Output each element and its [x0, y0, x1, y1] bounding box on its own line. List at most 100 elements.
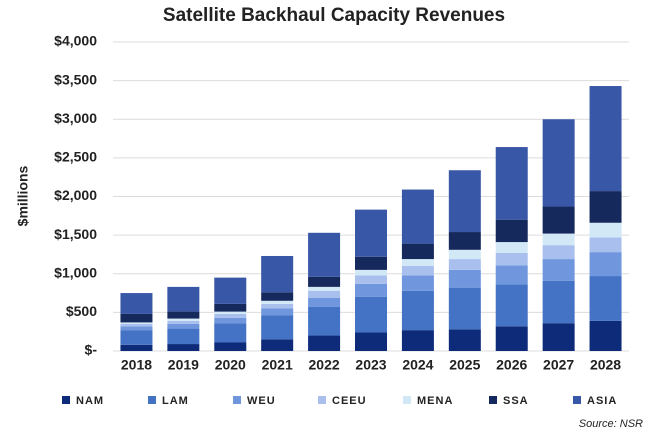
- legend-swatch: [148, 396, 156, 404]
- bar-segment: [214, 317, 247, 324]
- y-tick-label: $4,000: [54, 33, 97, 49]
- bar-segment: [167, 286, 200, 312]
- bar-segment: [308, 286, 341, 291]
- bar-segment: [495, 265, 528, 285]
- legend-swatch: [318, 396, 326, 404]
- bar-segment: [448, 170, 481, 233]
- bar-segment: [355, 275, 387, 284]
- bar-segment: [495, 326, 528, 351]
- bar-segment: [542, 233, 575, 246]
- bar-segment: [261, 255, 294, 293]
- bar-segment: [167, 311, 200, 319]
- bar-segment: [167, 323, 200, 329]
- bar-segment: [120, 322, 153, 324]
- bar-segment: [448, 287, 481, 330]
- x-tick-label: 2022: [309, 357, 340, 373]
- bar-segment: [448, 259, 481, 270]
- bar-segment: [542, 206, 575, 234]
- y-tick-label: $3,500: [54, 71, 97, 87]
- bar-segment: [261, 303, 294, 309]
- bar-segment: [167, 320, 200, 324]
- bar-segment: [542, 280, 575, 324]
- bar-segment: [308, 232, 341, 277]
- bar-segment: [355, 332, 387, 351]
- bar-segment: [120, 330, 153, 345]
- x-tick-label: 2026: [496, 357, 527, 373]
- legend-label: SSA: [503, 395, 529, 407]
- bar-segment: [355, 269, 387, 276]
- chart-title: Satellite Backhaul Capacity Revenues: [163, 5, 505, 26]
- bar-segment: [120, 313, 153, 323]
- y-tick-label: $500: [66, 303, 97, 319]
- bar-segment: [355, 256, 387, 270]
- x-tick-label: 2021: [262, 357, 293, 373]
- bar-segment: [542, 259, 575, 281]
- bar-segment: [355, 283, 387, 297]
- bar-segment: [261, 300, 294, 304]
- bar-segment: [167, 328, 200, 345]
- legend-swatch: [573, 396, 581, 404]
- bar-segment: [542, 119, 575, 207]
- bar-segment: [401, 189, 434, 244]
- x-tick-label: 2025: [449, 357, 480, 373]
- bar-segment: [401, 266, 434, 276]
- bar-segment: [401, 243, 434, 260]
- bar-segment: [214, 303, 247, 312]
- bar-segment: [308, 306, 341, 336]
- bar-segment: [308, 297, 341, 307]
- bar-segment: [261, 315, 294, 340]
- bar-segment: [589, 191, 622, 223]
- bar-segment: [167, 344, 200, 351]
- y-tick-label: $3,000: [54, 110, 97, 126]
- legend-swatch: [233, 396, 241, 404]
- bar-segment: [589, 276, 622, 321]
- x-tick-label: 2019: [168, 357, 199, 373]
- bar-segment: [448, 249, 481, 260]
- bar-segment: [542, 323, 575, 351]
- bar-segment: [589, 237, 622, 253]
- bar-segment: [448, 329, 481, 351]
- y-tick-label: $1,000: [54, 264, 97, 280]
- bar-segment: [401, 275, 434, 291]
- legend-swatch: [489, 396, 497, 404]
- bar-segment: [214, 313, 247, 318]
- bar-segment: [401, 330, 434, 351]
- y-tick-label: $1,500: [54, 226, 97, 242]
- bar-segment: [308, 276, 341, 287]
- bar-segment: [495, 284, 528, 327]
- x-tick-label: 2024: [402, 357, 433, 373]
- bar-segment: [308, 290, 341, 298]
- legend-label: NAM: [76, 395, 104, 407]
- bar-segment: [261, 292, 294, 301]
- bar-segment: [495, 252, 528, 266]
- y-tick-label: $-: [85, 342, 98, 358]
- bar-segment: [120, 293, 153, 314]
- y-tick-label: $2,000: [54, 187, 97, 203]
- bar-segment: [261, 308, 294, 316]
- legend-label: CEEU: [332, 395, 367, 407]
- bar-segment: [589, 86, 622, 192]
- bar-segment: [214, 277, 247, 304]
- bar-segment: [401, 259, 434, 267]
- legend-swatch: [62, 396, 70, 404]
- legend-label: ASIA: [587, 395, 617, 407]
- bar-segment: [120, 344, 153, 351]
- x-tick-label: 2028: [590, 357, 621, 373]
- bar-segment: [542, 245, 575, 260]
- bar-segment: [589, 222, 622, 238]
- legend-label: LAM: [162, 395, 189, 407]
- legend-label: MENA: [417, 395, 453, 407]
- bar-segment: [308, 335, 341, 351]
- bar-segment: [589, 320, 622, 351]
- y-tick-label: $2,500: [54, 149, 97, 165]
- legend-swatch: [403, 396, 411, 404]
- bar-segment: [214, 323, 247, 343]
- bar-segment: [120, 326, 153, 331]
- bar-segment: [589, 252, 622, 277]
- bar-segment: [355, 296, 387, 333]
- bar-segment: [495, 219, 528, 243]
- source-note: Source: NSR: [579, 418, 643, 430]
- bar-segment: [214, 342, 247, 351]
- x-tick-label: 2023: [355, 357, 386, 373]
